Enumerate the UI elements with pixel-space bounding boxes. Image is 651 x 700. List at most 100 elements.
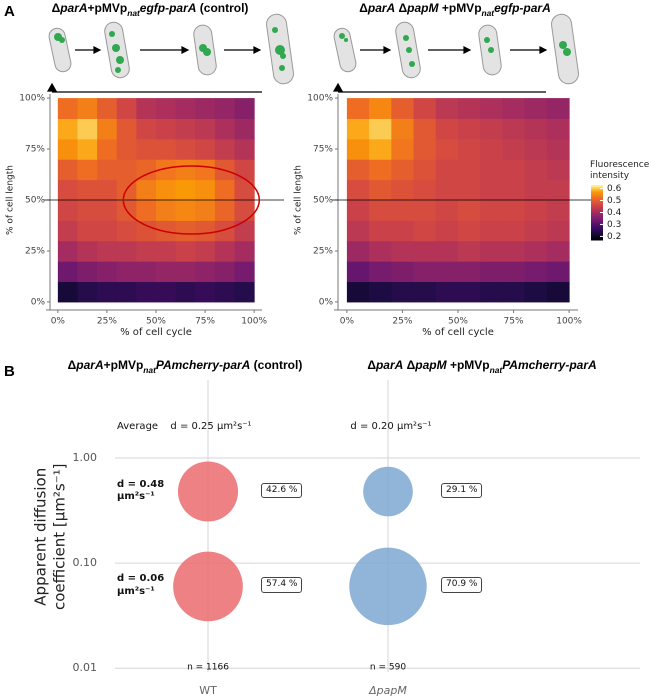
- heat-cell: [77, 220, 98, 242]
- heat-cell: [391, 200, 415, 221]
- colorbar-step: [591, 216, 603, 219]
- heat-cell: [435, 200, 459, 221]
- heat-cell: [458, 179, 481, 201]
- heat-cell: [413, 118, 437, 140]
- heat-cell: [413, 281, 437, 303]
- title-part: PAmcherry-parA: [502, 358, 596, 372]
- heat-cell: [116, 98, 137, 119]
- heat-cell: [156, 118, 177, 140]
- panel-title: ΔparA ΔpapM +pMVpnategfp-parA: [359, 1, 551, 18]
- heat-cell: [136, 179, 157, 201]
- heat-cell: [214, 200, 236, 221]
- colorbar-step: [591, 203, 603, 206]
- heat-cell: [156, 200, 177, 221]
- heat-cell: [458, 200, 481, 221]
- heat-cell: [546, 240, 570, 262]
- x-axis-title: % of cell cycle: [120, 327, 192, 338]
- heat-cell: [77, 138, 98, 160]
- colorbar-tick-label: 0.4: [607, 208, 622, 218]
- heat-cell: [546, 98, 570, 119]
- colorbar-step: [591, 210, 603, 213]
- heat-cell: [77, 179, 98, 201]
- parA-foci: [54, 27, 571, 73]
- heat-cell: [156, 159, 177, 181]
- colorbar-step: [591, 225, 603, 228]
- heat-cell: [413, 220, 437, 242]
- heat-cell: [116, 261, 137, 283]
- heat-cell: [97, 159, 118, 181]
- heat-cell: [57, 240, 78, 262]
- heat-cell: [234, 98, 255, 119]
- heat-cell: [480, 281, 503, 303]
- heat-cell: [480, 118, 503, 140]
- panel-label: B: [4, 363, 15, 380]
- heat-cell: [480, 179, 503, 201]
- title-part: parA: [367, 1, 395, 15]
- colorbar-step: [591, 212, 603, 215]
- heat-cell: [435, 240, 459, 262]
- title-part: +pMVp: [88, 1, 128, 15]
- annotation-ellipse: [122, 165, 261, 235]
- heat-cell: [214, 240, 236, 262]
- heat-cell: [175, 220, 196, 242]
- heat-cell: [234, 138, 255, 160]
- heat-cell: [346, 240, 370, 262]
- panel-title: ΔparA ΔpapM +pMVpnatPAmcherry-parA: [367, 358, 596, 375]
- title-part: nat: [127, 8, 141, 18]
- n-label: n = 1166: [187, 663, 229, 673]
- heat-cell: [97, 98, 118, 119]
- value-label: 70.9 %: [441, 577, 483, 593]
- heat-cell: [413, 261, 437, 283]
- heat-cell: [458, 261, 481, 283]
- heat-cell: [195, 261, 216, 283]
- title-part: papM: [414, 358, 447, 372]
- heat-cell: [346, 159, 370, 181]
- panel-label: A: [4, 3, 15, 20]
- colorbar-step: [591, 221, 603, 224]
- heat-cell: [57, 281, 78, 303]
- heat-cell: [413, 200, 437, 221]
- y-axis-title: % of cell length: [294, 165, 304, 235]
- heat-cell: [57, 179, 78, 201]
- heat-cell: [234, 159, 255, 181]
- heat-cell: [77, 261, 98, 283]
- heat-cell: [413, 240, 437, 262]
- heat-cell: [175, 138, 196, 160]
- heat-cell: [524, 179, 548, 201]
- title-part: nat: [490, 365, 504, 375]
- heat-cell: [369, 261, 392, 283]
- heat-cell: [391, 138, 415, 160]
- heat-cell: [435, 179, 459, 201]
- x-tick-label: 0%: [51, 317, 66, 327]
- heat-cell: [546, 179, 570, 201]
- colorbar-tick-label: 0.6: [607, 184, 622, 194]
- title-part: Δ: [367, 358, 376, 372]
- heat-cell: [502, 179, 526, 201]
- colorbar-step: [591, 219, 603, 223]
- heat-cell: [546, 159, 570, 181]
- heat-cell: [346, 138, 370, 160]
- colorbar-title: Fluorescence intensity: [590, 160, 650, 182]
- heat-cell: [156, 240, 177, 262]
- heat-cell: [369, 240, 392, 262]
- heat-cell: [369, 98, 392, 119]
- heat-cell: [195, 138, 216, 160]
- heat-cell: [195, 98, 216, 119]
- heat-cell: [346, 220, 370, 242]
- heat-cell: [195, 220, 216, 242]
- colorbar-tick-label: 0.3: [607, 220, 621, 230]
- heat-cell: [391, 179, 415, 201]
- title-part: nat: [143, 365, 157, 375]
- heat-cell: [234, 261, 255, 283]
- heat-cell: [391, 240, 415, 262]
- heat-cell: [346, 261, 370, 283]
- heat-cell: [346, 179, 370, 201]
- colorbar-step: [591, 230, 603, 234]
- value-label: 42.6 %: [261, 482, 303, 498]
- y-tick-label: 25%: [313, 246, 333, 256]
- heat-cell: [77, 118, 98, 140]
- heat-cell: [195, 179, 216, 201]
- colorbar-step: [591, 197, 603, 201]
- heat-cell: [175, 159, 196, 181]
